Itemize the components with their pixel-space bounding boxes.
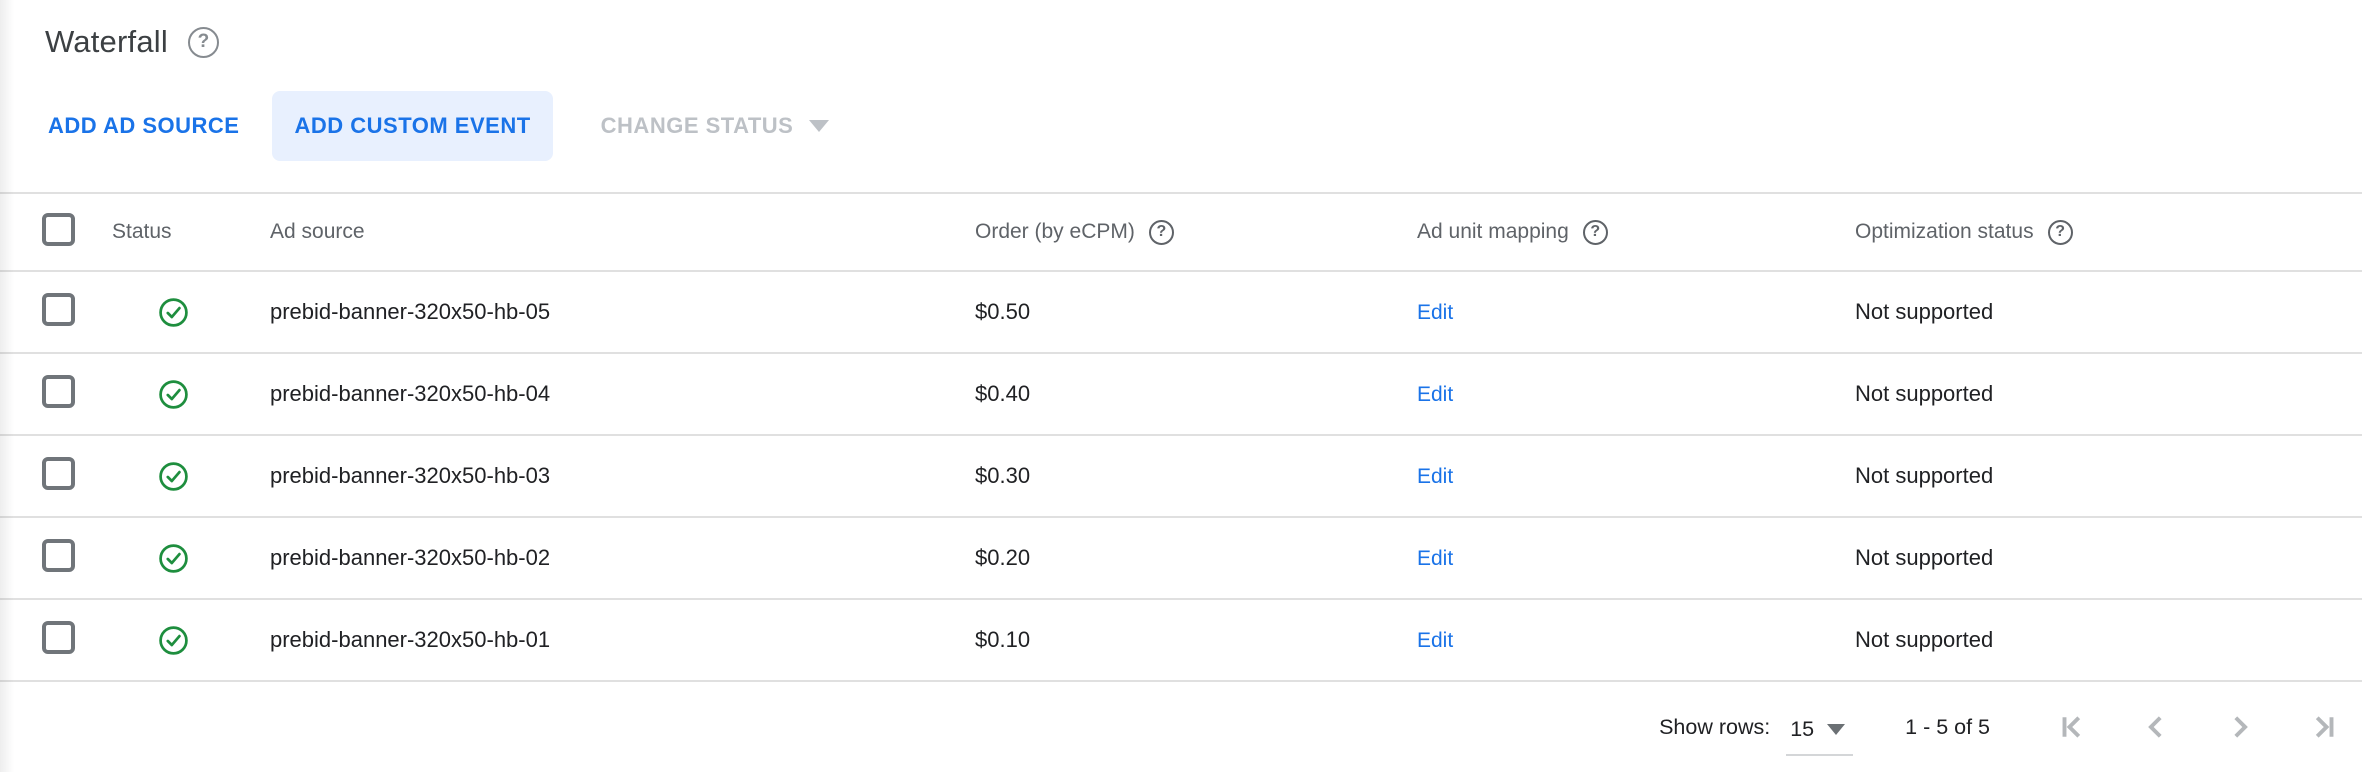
waterfall-help-icon[interactable]: ? (187, 26, 219, 58)
toolbar: ADD AD SOURCE ADD CUSTOM EVENT CHANGE ST… (24, 91, 2362, 161)
page-range-label: 1 - 5 of 5 (1905, 714, 1990, 739)
column-header-optimization-status: Optimization status (1855, 220, 2034, 243)
first-page-button[interactable] (2052, 707, 2092, 747)
waterfall-table: Status Ad source Order (by eCPM) ? Ad un… (0, 192, 2362, 772)
table-row: prebid-banner-320x50-hb-04 $0.40 Edit No… (0, 354, 2362, 436)
last-page-icon (2315, 716, 2334, 738)
add-ad-source-button[interactable]: ADD AD SOURCE (24, 91, 263, 161)
row-checkbox[interactable] (42, 456, 75, 490)
optimization-status-value: Not supported (1855, 463, 1994, 488)
ad-unit-mapping-help-icon[interactable]: ? (1582, 219, 1608, 245)
order-help-icon[interactable]: ? (1148, 219, 1174, 245)
chevron-left-icon (2148, 716, 2162, 738)
ecpm-value: $0.40 (975, 381, 1031, 406)
ecpm-value: $0.50 (975, 299, 1031, 324)
optimization-status-help-icon[interactable]: ? (2047, 219, 2073, 245)
table-row: prebid-banner-320x50-hb-02 $0.20 Edit No… (0, 518, 2362, 600)
table-header-row: Status Ad source Order (by eCPM) ? Ad un… (0, 192, 2362, 272)
edit-mapping-link[interactable]: Edit (1417, 301, 1454, 324)
ecpm-value: $0.20 (975, 545, 1031, 570)
first-page-icon (2062, 716, 2081, 738)
serving-check-circle-icon (159, 379, 188, 409)
ad-source-name: prebid-banner-320x50-hb-01 (270, 627, 551, 652)
row-checkbox[interactable] (42, 620, 75, 654)
optimization-status-value: Not supported (1855, 545, 1994, 570)
serving-check-circle-icon (159, 297, 188, 327)
optimization-status-value: Not supported (1855, 299, 1994, 324)
serving-check-circle-icon (159, 625, 188, 655)
table-row: prebid-banner-320x50-hb-01 $0.10 Edit No… (0, 600, 2362, 682)
ecpm-value: $0.10 (975, 627, 1031, 652)
last-page-button[interactable] (2304, 707, 2344, 747)
optimization-status-value: Not supported (1855, 381, 1994, 406)
row-checkbox[interactable] (42, 292, 75, 326)
ad-source-name: prebid-banner-320x50-hb-02 (270, 545, 551, 570)
select-all-checkbox[interactable] (42, 212, 75, 246)
waterfall-section-header: Waterfall ? ADD AD SOURCE ADD CUSTOM EVE… (0, 0, 2362, 192)
add-custom-event-button[interactable]: ADD CUSTOM EVENT (272, 91, 553, 161)
next-page-button[interactable] (2220, 707, 2260, 747)
edit-mapping-link[interactable]: Edit (1417, 629, 1454, 652)
rows-per-page-select[interactable]: 15 (1786, 713, 1854, 756)
rows-per-page-value: 15 (1790, 716, 1815, 741)
show-rows-label: Show rows: (1659, 714, 1771, 739)
ad-source-name: prebid-banner-320x50-hb-04 (270, 381, 551, 406)
ad-source-name: prebid-banner-320x50-hb-03 (270, 463, 551, 488)
ad-source-name: prebid-banner-320x50-hb-05 (270, 299, 551, 324)
table-pagination-bar: Show rows: 15 1 - 5 of 5 (0, 682, 2362, 772)
ecpm-value: $0.30 (975, 463, 1031, 488)
chevron-down-icon (1827, 723, 1846, 735)
chevron-down-icon (809, 120, 830, 132)
previous-page-button[interactable] (2136, 707, 2176, 747)
optimization-status-value: Not supported (1855, 627, 1994, 652)
edit-mapping-link[interactable]: Edit (1417, 465, 1454, 488)
column-header-ad-source: Ad source (270, 220, 365, 243)
edit-mapping-link[interactable]: Edit (1417, 383, 1454, 406)
row-checkbox[interactable] (42, 374, 75, 408)
change-status-button[interactable]: CHANGE STATUS (577, 91, 854, 161)
table-row: prebid-banner-320x50-hb-05 $0.50 Edit No… (0, 272, 2362, 354)
chevron-right-icon (2234, 716, 2248, 738)
table-row: prebid-banner-320x50-hb-03 $0.30 Edit No… (0, 436, 2362, 518)
row-checkbox[interactable] (42, 538, 75, 572)
column-header-order: Order (by eCPM) (975, 220, 1135, 243)
column-header-ad-unit-mapping: Ad unit mapping (1417, 220, 1569, 243)
page-title: Waterfall (45, 24, 168, 59)
column-header-status: Status (112, 220, 172, 243)
change-status-label: CHANGE STATUS (600, 113, 794, 138)
serving-check-circle-icon (159, 461, 188, 491)
edit-mapping-link[interactable]: Edit (1417, 547, 1454, 570)
serving-check-circle-icon (159, 543, 188, 573)
